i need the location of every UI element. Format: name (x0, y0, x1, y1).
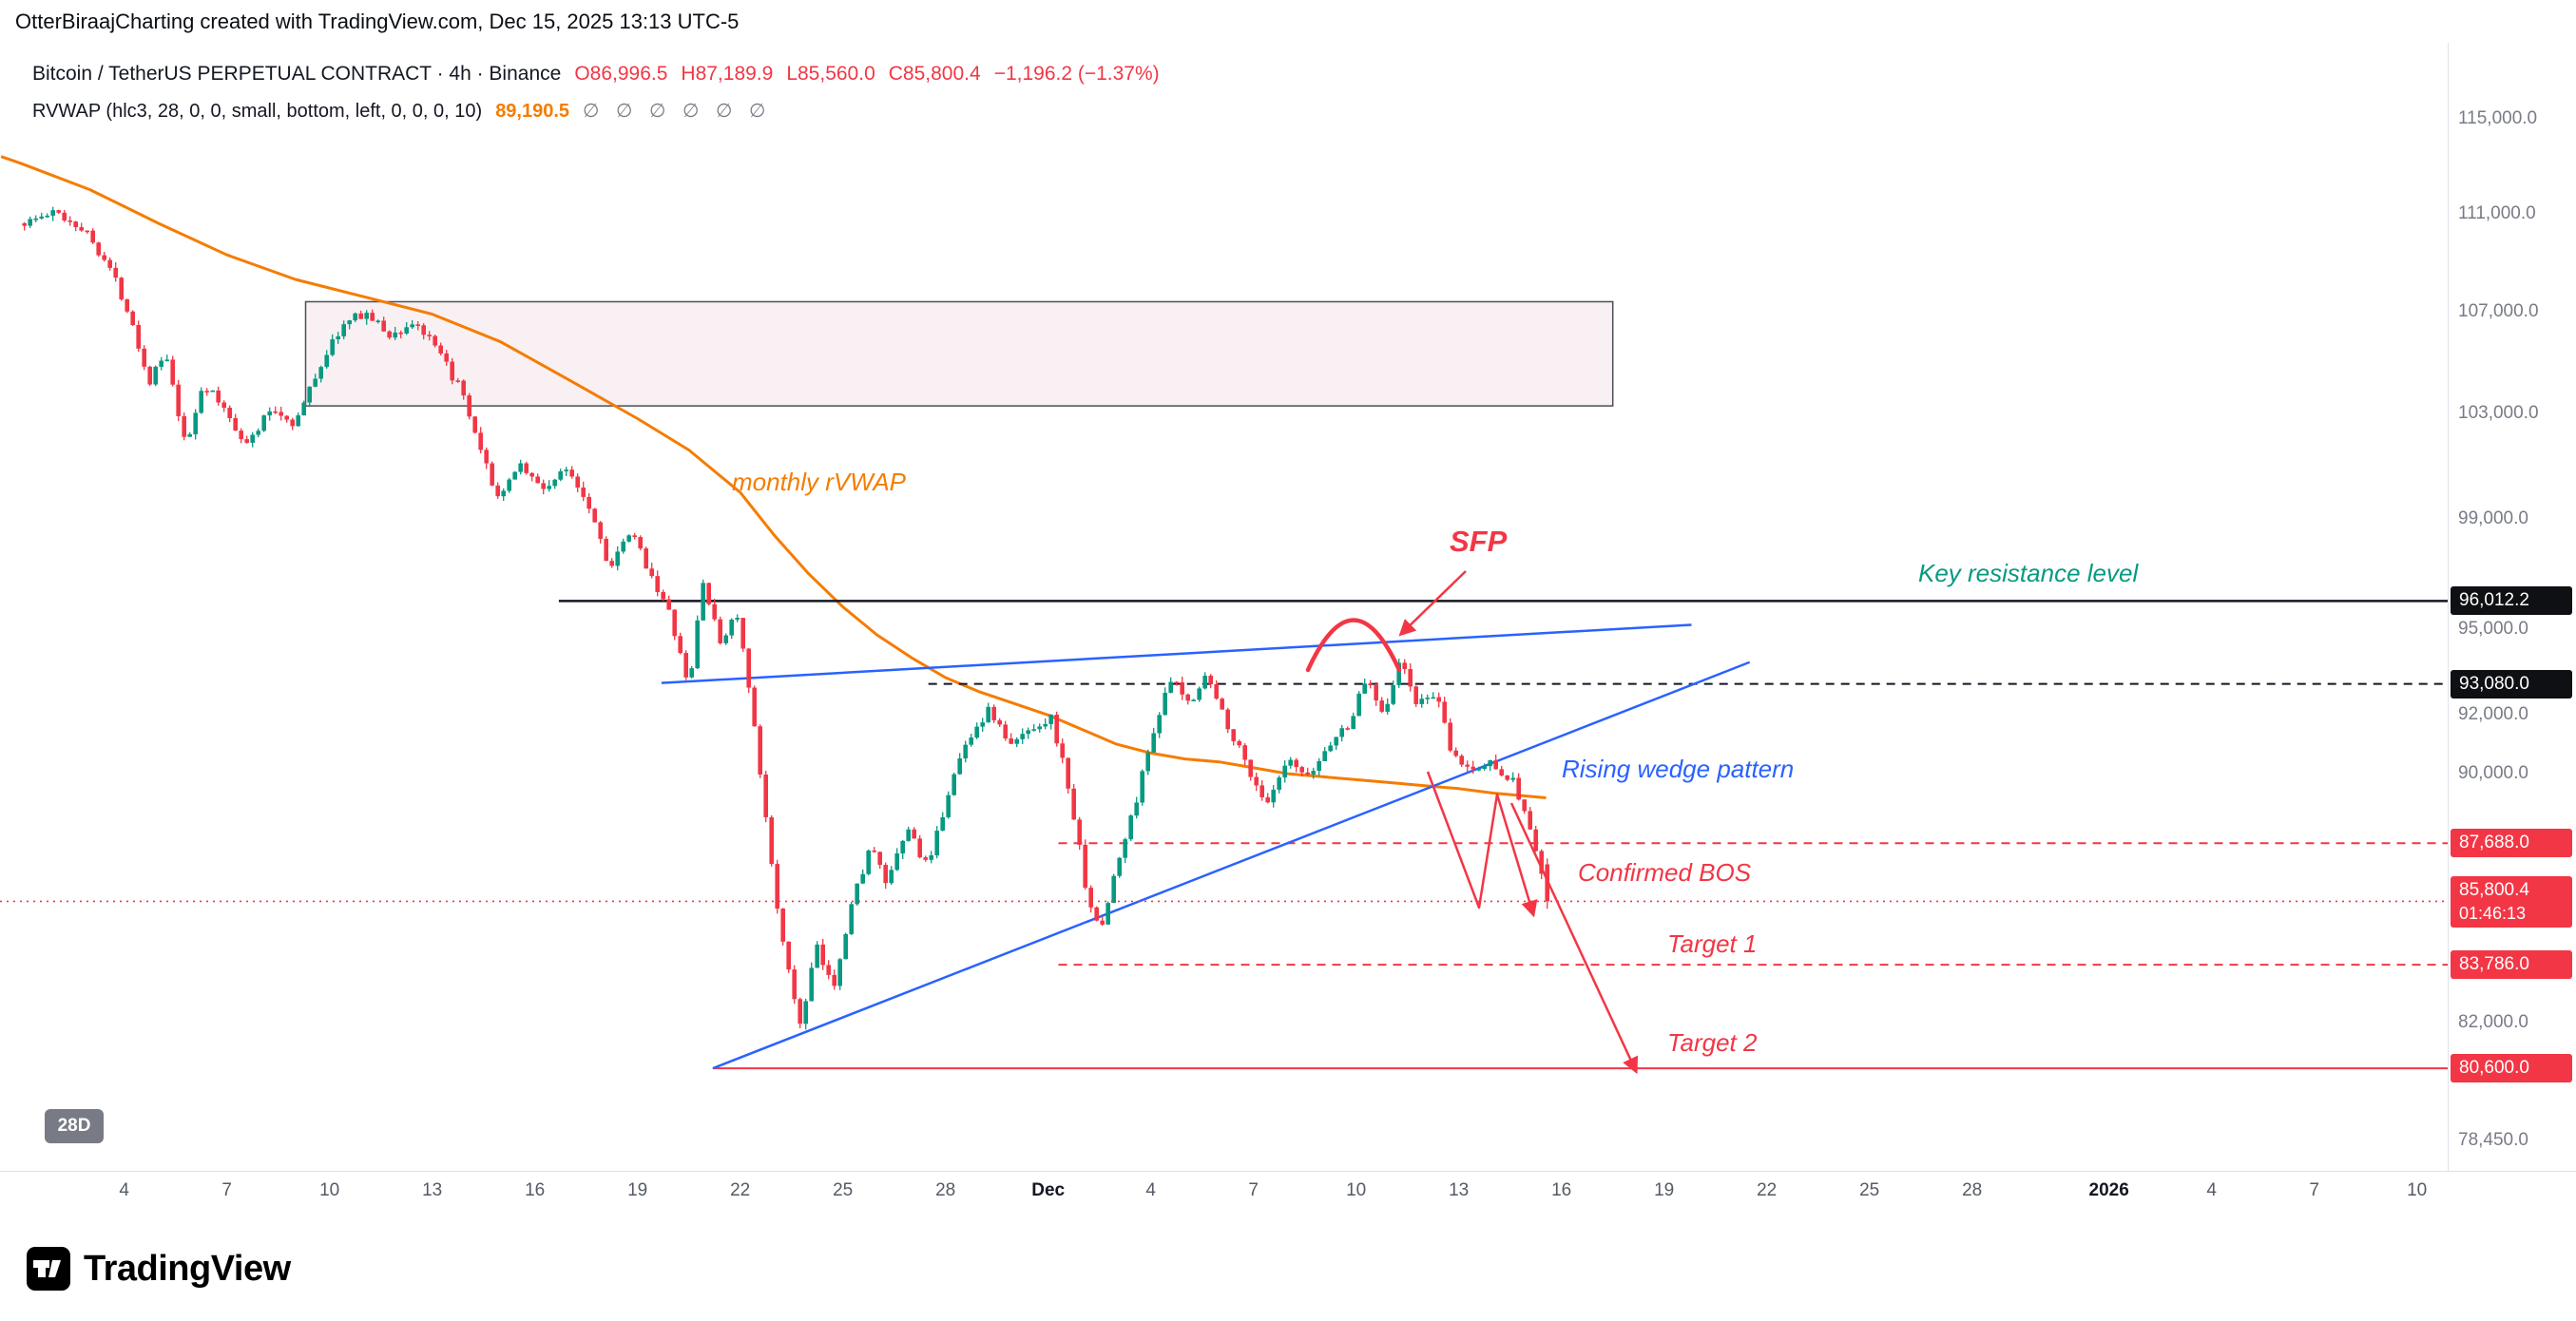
level-lines (558, 600, 2448, 1070)
time-tick-label: 4 (119, 1180, 129, 1200)
indicator-legend[interactable]: RVWAP (hlc3, 28, 0, 0, small, bottom, le… (32, 99, 771, 123)
attribution-text: OtterBiraajCharting created with Trading… (15, 10, 740, 33)
price-level-badge: 96,012.2 (2451, 586, 2572, 616)
ohlc-open: O86,996.5 (574, 63, 668, 85)
tradingview-wordmark: TradingView (84, 1248, 291, 1289)
time-tick-label: 28 (935, 1180, 956, 1200)
price-level-badge: 83,786.0 (2451, 950, 2572, 980)
time-tick-label: 16 (1551, 1180, 1572, 1200)
price-tick-label: 82,000.0 (2458, 1011, 2528, 1032)
monthly-rvwap-label[interactable]: monthly rVWAP (732, 468, 907, 496)
price-tick-label: 90,000.0 (2458, 763, 2528, 784)
symbol-title: Bitcoin / TetherUS PERPETUAL CONTRACT · … (32, 63, 562, 85)
time-tick-label: 10 (2407, 1180, 2428, 1200)
price-tick-label: 78,450.0 (2458, 1130, 2528, 1151)
time-tick-label: 22 (730, 1180, 751, 1200)
rising-wedge-label[interactable]: Rising wedge pattern (1562, 755, 1795, 783)
time-tick-label: 2026 (2088, 1180, 2129, 1200)
time-tick-label: 22 (1757, 1180, 1778, 1200)
time-tick-label: Dec (1031, 1180, 1066, 1200)
time-axis[interactable]: 4 7 10 13 16 19 22 25 28 Dec 4 7 10 13 16 19 22 25 28 2026 4… (0, 1171, 2576, 1217)
target-1-label[interactable]: Target 1 (1667, 929, 1758, 958)
indicator-title: RVWAP (hlc3, 28, 0, 0, small, bottom, le… (32, 101, 483, 122)
price-tick-label: 111,000.0 (2458, 202, 2536, 223)
price-axis[interactable]: 115,000.0 111,000.0 107,000.0 103,000.0 99,0… (2448, 43, 2576, 1171)
time-tick-label: 7 (2309, 1180, 2319, 1200)
price-tick-label: 103,000.0 (2458, 403, 2539, 424)
price-tick-label: 99,000.0 (2458, 508, 2528, 529)
target-2-label[interactable]: Target 2 (1667, 1028, 1758, 1057)
time-tick-label: 4 (2206, 1180, 2217, 1200)
time-tick-label: 13 (1449, 1180, 1470, 1200)
range-badge[interactable]: 28D (45, 1109, 104, 1143)
time-tick-label: 7 (221, 1180, 232, 1200)
time-tick-label: 25 (1859, 1180, 1880, 1200)
time-tick-label: 19 (627, 1180, 648, 1200)
time-tick-label: 13 (422, 1180, 443, 1200)
candlesticks (22, 206, 1549, 1030)
time-tick-label: 19 (1654, 1180, 1675, 1200)
symbol-legend[interactable]: Bitcoin / TetherUS PERPETUAL CONTRACT · … (32, 63, 1160, 86)
price-tick-label: 95,000.0 (2458, 619, 2528, 640)
time-tick-label: 4 (1145, 1180, 1156, 1200)
time-tick-label: 7 (1248, 1180, 1259, 1200)
time-tick-label: 28 (1962, 1180, 1983, 1200)
price-level-badge: 80,600.0 (2451, 1054, 2572, 1083)
indicator-empty-values: ∅ ∅ ∅ ∅ ∅ ∅ (583, 101, 772, 122)
current-price-badge: 85,800.4 01:46:13 (2451, 876, 2572, 929)
indicator-value: 89,190.5 (495, 101, 570, 122)
sfp-label[interactable]: SFP (1450, 525, 1508, 558)
price-level-badge: 87,688.0 (2451, 829, 2572, 858)
price-chart-canvas[interactable] (0, 43, 2448, 1171)
drawing-annotations (1305, 570, 1639, 1075)
supply-zone (304, 300, 1614, 407)
price-tick-label: 92,000.0 (2458, 704, 2528, 725)
time-tick-label: 10 (1346, 1180, 1367, 1200)
price-tick-label: 115,000.0 (2458, 108, 2538, 129)
wedge-lines (661, 623, 1751, 1070)
ohlc-change: −1,196.2 (−1.37%) (993, 63, 1160, 85)
tradingview-logo[interactable]: TradingView (27, 1247, 291, 1291)
price-level-badge: 93,080.0 (2451, 669, 2572, 699)
ohlc-low: L85,560.0 (786, 63, 875, 85)
ohlc-close: C85,800.4 (888, 63, 981, 85)
confirmed-bos-label[interactable]: Confirmed BOS (1578, 858, 1752, 887)
tradingview-icon (27, 1247, 70, 1291)
time-tick-label: 25 (833, 1180, 854, 1200)
ohlc-high: H87,189.9 (681, 63, 774, 85)
price-tick-label: 107,000.0 (2458, 300, 2539, 321)
time-tick-label: 16 (525, 1180, 546, 1200)
time-tick-label: 10 (319, 1180, 340, 1200)
key-resistance-label[interactable]: Key resistance level (1918, 559, 2139, 587)
